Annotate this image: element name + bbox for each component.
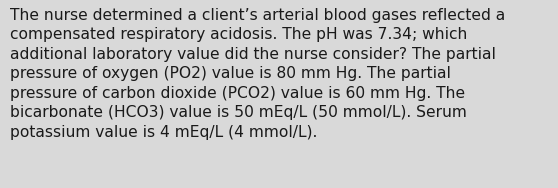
Text: The nurse determined a client’s arterial blood gases reflected a
compensated res: The nurse determined a client’s arterial…	[10, 8, 506, 140]
